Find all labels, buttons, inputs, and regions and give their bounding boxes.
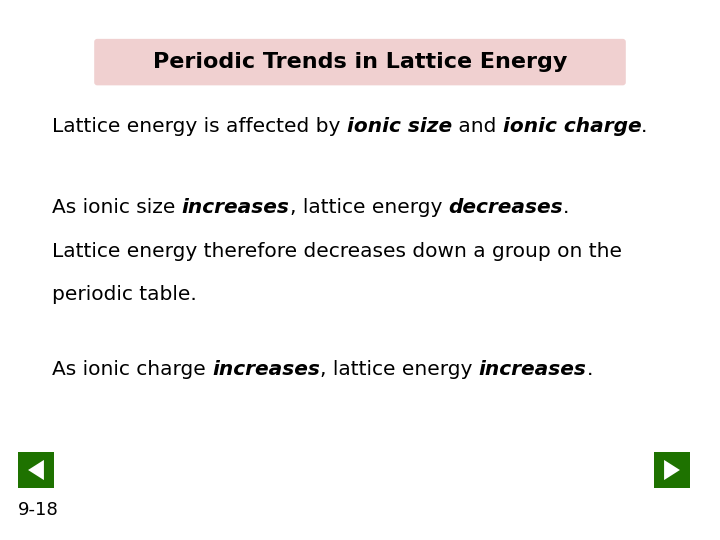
Text: and: and xyxy=(452,117,503,137)
Text: 9-18: 9-18 xyxy=(18,502,59,519)
Text: Lattice energy is affected by: Lattice energy is affected by xyxy=(52,117,347,137)
Text: periodic table.: periodic table. xyxy=(52,285,197,304)
Text: decreases: decreases xyxy=(449,198,563,218)
Text: , lattice energy: , lattice energy xyxy=(320,360,479,380)
Text: .: . xyxy=(587,360,593,380)
Polygon shape xyxy=(664,460,680,480)
Text: increases: increases xyxy=(479,360,587,380)
Text: ionic size: ionic size xyxy=(347,117,452,137)
Text: Periodic Trends in Lattice Energy: Periodic Trends in Lattice Energy xyxy=(153,52,567,72)
Text: increases: increases xyxy=(181,198,289,218)
Text: increases: increases xyxy=(212,360,320,380)
Text: , lattice energy: , lattice energy xyxy=(289,198,449,218)
Text: .: . xyxy=(563,198,570,218)
Text: As ionic charge: As ionic charge xyxy=(52,360,212,380)
Text: Lattice energy therefore decreases down a group on the: Lattice energy therefore decreases down … xyxy=(52,241,622,261)
Bar xyxy=(18,452,54,488)
Text: As ionic size: As ionic size xyxy=(52,198,181,218)
Bar xyxy=(654,452,690,488)
Polygon shape xyxy=(28,460,44,480)
Text: ionic charge: ionic charge xyxy=(503,117,642,137)
Text: .: . xyxy=(642,117,647,137)
FancyBboxPatch shape xyxy=(94,39,626,85)
